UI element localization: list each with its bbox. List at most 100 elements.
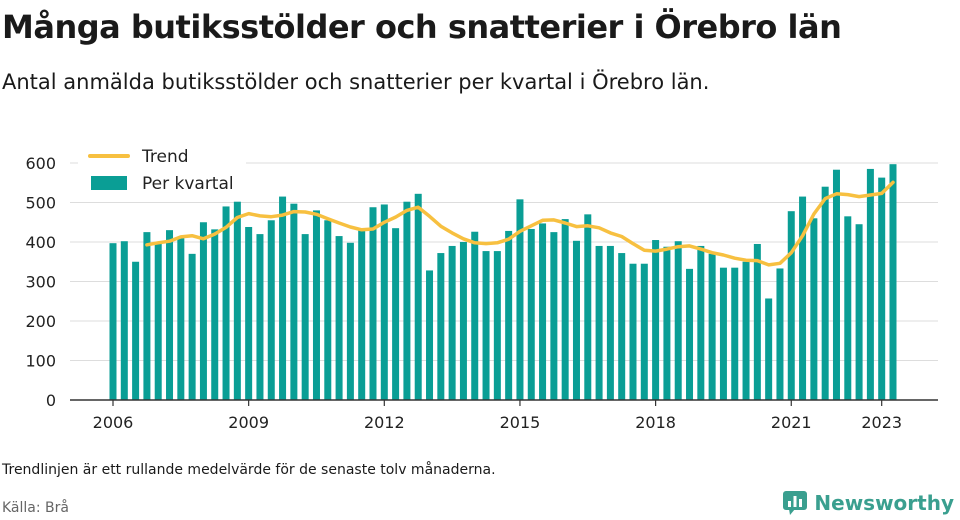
bar-per-kvartal [177, 238, 185, 400]
legend-bar-swatch [91, 176, 127, 190]
bar-per-kvartal [324, 220, 332, 400]
y-tick-label: 500 [25, 194, 56, 213]
bar-per-kvartal [166, 230, 174, 400]
bar-per-kvartal [776, 268, 784, 400]
bar-per-kvartal [799, 196, 807, 400]
bar-per-kvartal [708, 253, 716, 400]
bar-per-kvartal [471, 231, 479, 400]
bar-per-kvartal [312, 210, 320, 400]
bar-per-kvartal [505, 230, 513, 400]
legend-background [78, 142, 246, 200]
bar-per-kvartal [652, 240, 660, 400]
x-tick-label: 2023 [861, 413, 902, 432]
bar-per-kvartal [821, 186, 829, 400]
bar-per-kvartal [527, 228, 535, 400]
bar-per-kvartal [719, 267, 727, 400]
bar-per-kvartal [855, 224, 863, 400]
bar-per-kvartal [199, 222, 207, 400]
bar-per-kvartal [731, 267, 739, 400]
x-tick-label: 2015 [500, 413, 541, 432]
bar-per-kvartal [279, 196, 287, 400]
bar-per-kvartal [606, 245, 614, 400]
bar-per-kvartal [301, 234, 309, 400]
y-tick-label: 600 [25, 154, 56, 173]
bar-per-kvartal [188, 253, 196, 400]
x-tick-label: 2018 [635, 413, 676, 432]
bar-per-kvartal [595, 245, 603, 400]
y-tick-label: 0 [46, 391, 56, 410]
legend: Trend Per kvartal [78, 142, 246, 200]
trend-line [145, 180, 895, 267]
bar-per-kvartal [222, 206, 230, 400]
brand-name: Newsworthy [814, 491, 954, 515]
bar-per-kvartal [516, 199, 524, 400]
bar-per-kvartal [233, 201, 241, 400]
bar-per-kvartal [584, 214, 592, 400]
bar-per-kvartal [459, 242, 467, 400]
bar-per-kvartal [686, 268, 694, 400]
axes: 0 100 200 300 400 500 600 2006 2009 2012 2015 2018 2… [25, 154, 938, 432]
bar-per-kvartal [640, 263, 648, 400]
y-tick-label: 400 [25, 233, 56, 252]
bar-per-kvartal [143, 232, 151, 400]
bar-per-kvartal [380, 204, 388, 400]
bar-per-kvartal [753, 243, 761, 400]
bar-per-kvartal [697, 245, 705, 400]
y-tick-label: 300 [25, 273, 56, 292]
bar-per-kvartal [154, 242, 162, 400]
chart-subtitle: Antal anmälda butiksstölder och snatteri… [2, 70, 710, 94]
x-tick-label: 2009 [228, 413, 269, 432]
y-tick-label: 100 [25, 352, 56, 371]
bar-per-kvartal [482, 251, 490, 400]
bar-per-kvartal [426, 270, 434, 400]
bar-per-kvartal [211, 229, 219, 400]
bar-per-kvartal [245, 226, 253, 400]
bar-per-kvartal [346, 242, 354, 400]
footnote: Trendlinjen är ett rullande medelvärde f… [2, 462, 496, 478]
chart-area: 0 100 200 300 400 500 600 2006 2009 2012 2015 2018 2… [25, 142, 938, 432]
bar-per-kvartal [889, 164, 897, 400]
bar-per-kvartal [414, 193, 422, 400]
bar-per-kvartal [358, 230, 366, 400]
bar-per-kvartal [267, 220, 275, 400]
bar-per-kvartal [561, 219, 569, 400]
bar-per-kvartal [674, 241, 682, 400]
bar-per-kvartal [765, 298, 773, 400]
source-label: Källa: Brå [2, 500, 69, 516]
bar-per-kvartal [572, 240, 580, 400]
x-tick-label: 2021 [771, 413, 812, 432]
bar-per-kvartal [493, 251, 501, 400]
bar-per-kvartal [866, 168, 874, 400]
bar-per-kvartal [403, 201, 411, 400]
legend-label: Trend [141, 147, 189, 167]
bars-per-kvartal [109, 164, 897, 400]
bar-per-kvartal [369, 207, 377, 400]
bar-per-kvartal [256, 234, 264, 400]
bar-per-kvartal [663, 246, 671, 400]
trend-line-layer [145, 180, 895, 267]
chart-title: Många butiksstölder och snatterier i Öre… [2, 8, 842, 46]
bar-per-kvartal [629, 263, 637, 400]
bar-per-kvartal [120, 241, 128, 400]
bar-per-kvartal [290, 203, 298, 400]
bar-per-kvartal [742, 261, 750, 400]
bar-per-kvartal [392, 228, 400, 400]
bar-per-kvartal [787, 211, 795, 400]
newsworthy-logo-icon [783, 491, 808, 515]
bar-per-kvartal [132, 261, 140, 400]
bar-per-kvartal [437, 253, 445, 400]
bar-per-kvartal [335, 236, 343, 400]
bar-per-kvartal [448, 245, 456, 400]
bar-per-kvartal [832, 169, 840, 400]
bar-per-kvartal [844, 216, 852, 400]
bar-per-kvartal [109, 243, 117, 400]
legend-label: Per kvartal [142, 174, 234, 194]
x-tick-label: 2006 [93, 413, 134, 432]
bar-per-kvartal [810, 218, 818, 400]
bar-per-kvartal [539, 223, 547, 400]
newsworthy-brand[interactable]: Newsworthy [782, 488, 954, 518]
x-tick-label: 2012 [364, 413, 405, 432]
bar-per-kvartal [878, 177, 886, 400]
bar-per-kvartal [550, 232, 558, 400]
bar-per-kvartal [618, 253, 626, 400]
